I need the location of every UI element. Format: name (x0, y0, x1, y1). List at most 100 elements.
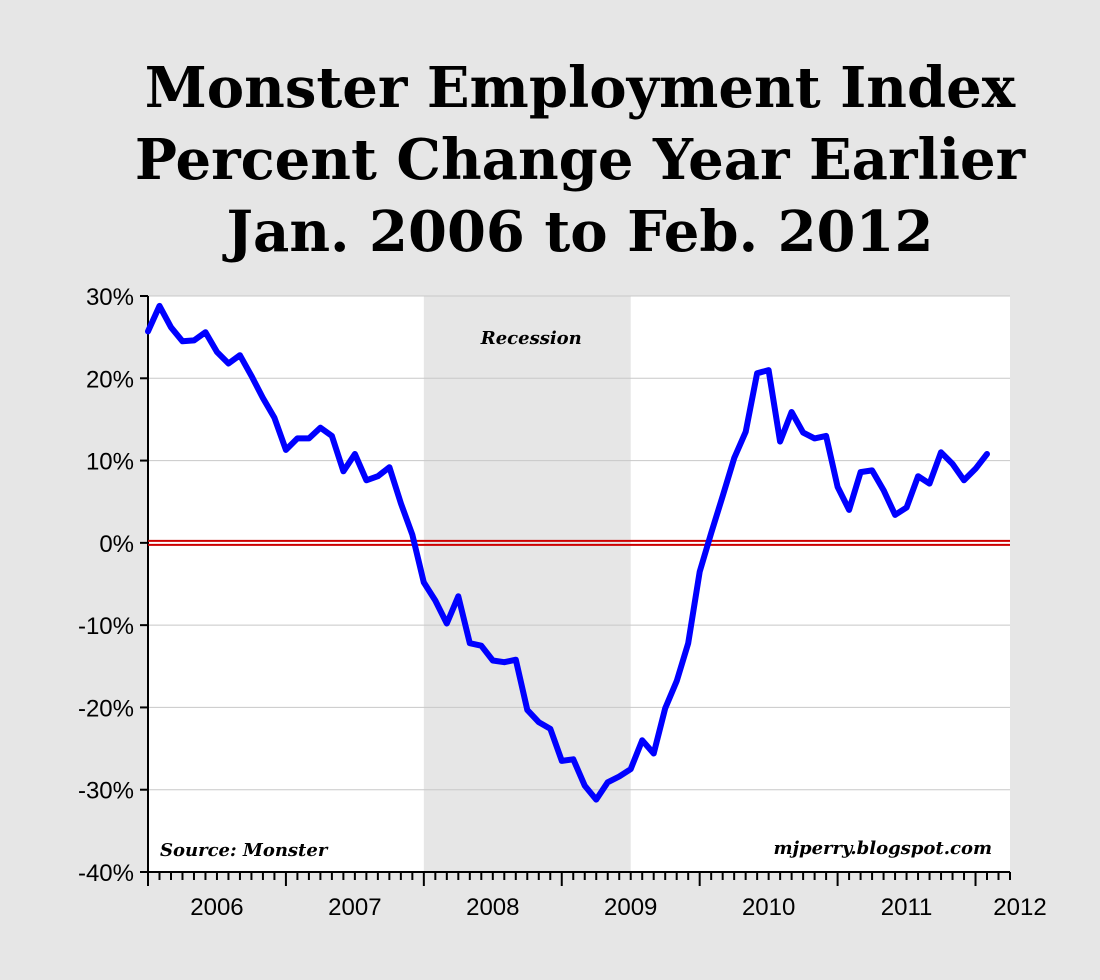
data-point (480, 644, 483, 647)
data-point (721, 494, 724, 497)
data-point (744, 430, 747, 433)
data-point (261, 397, 264, 400)
credit-label: mjperry.blogspot.com (773, 838, 992, 859)
data-point (813, 437, 816, 440)
data-point (365, 479, 368, 482)
data-point (526, 708, 529, 711)
data-point (986, 452, 989, 455)
y-tick-label: -10% (78, 613, 134, 640)
data-point (917, 475, 920, 478)
data-point (192, 339, 195, 342)
plot-background (148, 296, 1010, 872)
data-point (756, 372, 759, 375)
x-tick-label: 2009 (604, 894, 657, 921)
chart-title: Monster Employment Index Percent Change … (60, 52, 1100, 268)
data-point (629, 768, 632, 771)
series-layer (145, 302, 1010, 803)
data-point (307, 437, 310, 440)
data-point (779, 440, 782, 443)
data-point (238, 354, 241, 357)
data-point (905, 506, 908, 509)
x-axis-ticks: 2006 2007 2008 2009 2010 2011 2012 (147, 872, 1047, 921)
data-point (560, 759, 563, 762)
y-tick-label: 20% (86, 366, 134, 393)
gridlines (148, 295, 1010, 791)
data-point (147, 330, 149, 333)
data-point (606, 781, 609, 784)
data-point (284, 448, 287, 451)
annotations: Recession Source: Monster mjperry.blogsp… (160, 328, 992, 861)
data-point (215, 350, 218, 353)
data-point (733, 457, 736, 460)
data-point (848, 508, 851, 511)
x-tick-label: 2010 (742, 894, 795, 921)
x-tick-label: 2012 (993, 894, 1046, 921)
data-point (353, 452, 356, 455)
data-point (859, 471, 862, 474)
data-point (273, 416, 276, 419)
y-tick-label: -20% (78, 695, 134, 722)
data-point (974, 467, 977, 470)
axes (147, 296, 1010, 873)
series-line (145, 302, 990, 803)
data-point (422, 581, 425, 584)
data-point (664, 707, 667, 710)
data-point (204, 331, 207, 334)
data-point (537, 721, 540, 724)
y-axis-ticks: 30% 20% 10% 0% -10% -20% -30% -40% (78, 284, 148, 887)
data-point (687, 642, 690, 645)
chart-title-line-1: Monster Employment Index (144, 55, 1016, 121)
y-tick-label: 30% (86, 284, 134, 311)
recession-shade (423, 296, 631, 872)
data-point (342, 470, 345, 473)
data-point (963, 479, 966, 482)
x-tick-label: 2007 (328, 894, 381, 921)
y-tick-label: 10% (86, 449, 134, 476)
data-point (491, 659, 494, 662)
data-point (710, 531, 713, 534)
data-point (468, 642, 471, 645)
data-point (549, 727, 552, 730)
y-tick-label: -40% (78, 860, 134, 887)
data-point (928, 482, 931, 485)
data-point (790, 411, 793, 414)
data-point (940, 451, 943, 454)
data-point (457, 595, 460, 598)
data-point (836, 485, 839, 488)
data-point (330, 434, 333, 437)
data-point (641, 739, 644, 742)
data-point (388, 466, 391, 469)
chart-title-line-2: Percent Change Year Earlier (134, 127, 1026, 193)
data-point (618, 775, 621, 778)
x-tick-label: 2011 (881, 894, 933, 921)
data-point (181, 340, 184, 343)
data-point (894, 513, 897, 516)
data-point (169, 326, 172, 329)
data-point (296, 437, 299, 440)
data-point (825, 434, 828, 437)
data-point (319, 426, 322, 429)
data-point (445, 622, 448, 625)
data-point (595, 798, 598, 801)
data-point (411, 533, 414, 536)
recession-label: Recession (480, 328, 582, 349)
data-point (376, 475, 379, 478)
x-tick-label: 2006 (190, 894, 243, 921)
data-point (767, 369, 770, 372)
data-point (503, 661, 506, 664)
data-point (514, 658, 517, 661)
data-point (882, 489, 885, 492)
data-point (652, 752, 655, 755)
data-point (675, 680, 678, 683)
x-tick-label: 2008 (466, 894, 519, 921)
data-point (399, 502, 402, 505)
y-tick-label: 0% (99, 531, 134, 558)
data-point (802, 431, 805, 434)
data-point (871, 469, 874, 472)
chart-title-line-3: Jan. 2006 to Feb. 2012 (226, 199, 934, 265)
data-point (227, 362, 230, 365)
data-point (434, 599, 437, 602)
data-point (250, 374, 253, 377)
